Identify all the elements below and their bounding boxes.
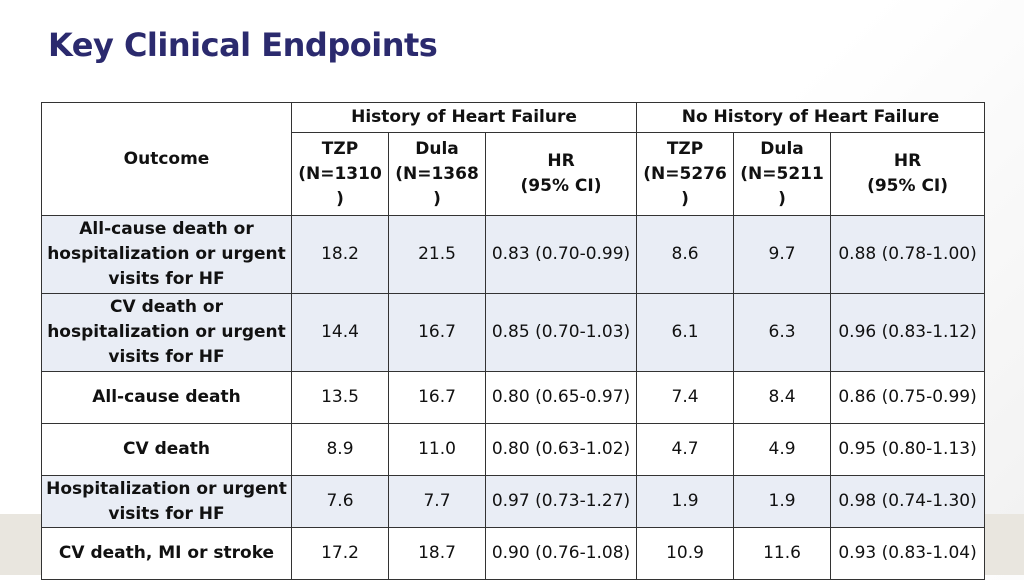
cell-hr-hf: 0.80 (0.65-0.97) xyxy=(484,371,638,424)
cell-tzp-hf: 8.9 xyxy=(291,423,389,476)
subheader-tzp-hf: TZP (N=1310 ) xyxy=(291,132,389,216)
cell-dula-hf: 16.7 xyxy=(388,371,486,424)
row-outcome: CV death xyxy=(41,423,292,476)
endpoints-table: Outcome History of Heart Failure No Hist… xyxy=(41,102,986,580)
table-row: CV death, MI or stroke 17.2 18.7 0.90 (0… xyxy=(41,527,986,580)
cell-hr-no-hf: 0.98 (0.74-1.30) xyxy=(830,475,986,528)
cell-hr-hf: 0.97 (0.73-1.27) xyxy=(484,475,638,528)
cell-dula-hf: 16.7 xyxy=(388,293,486,372)
cell-dula-no-hf: 8.4 xyxy=(733,371,832,424)
outcome-header: Outcome xyxy=(41,102,292,216)
row-outcome: Hospitalization or urgent visits for HF xyxy=(41,475,292,528)
cell-hr-no-hf: 0.95 (0.80-1.13) xyxy=(830,423,986,476)
row-outcome: All-cause death xyxy=(41,371,292,424)
cell-hr-hf: 0.90 (0.76-1.08) xyxy=(484,527,638,580)
cell-tzp-hf: 17.2 xyxy=(291,527,389,580)
cell-hr-no-hf: 0.96 (0.83-1.12) xyxy=(830,293,986,372)
cell-tzp-no-hf: 6.1 xyxy=(636,293,735,372)
table-row: All-cause death 13.5 16.7 0.80 (0.65-0.9… xyxy=(41,371,986,424)
cell-dula-no-hf: 1.9 xyxy=(733,475,832,528)
table-row: CV death 8.9 11.0 0.80 (0.63-1.02) 4.7 4… xyxy=(41,423,986,476)
cell-tzp-hf: 18.2 xyxy=(291,215,389,294)
subheader-hr-no-hf: HR (95% CI) xyxy=(830,132,986,216)
subheader-dula-no-hf: Dula (N=5211 ) xyxy=(733,132,832,216)
cell-hr-no-hf: 0.86 (0.75-0.99) xyxy=(830,371,986,424)
cell-dula-no-hf: 9.7 xyxy=(733,215,832,294)
cell-hr-no-hf: 0.88 (0.78-1.00) xyxy=(830,215,986,294)
cell-dula-hf: 18.7 xyxy=(388,527,486,580)
row-outcome: CV death or hospitalization or urgent vi… xyxy=(41,293,292,372)
table-row: Hospitalization or urgent visits for HF … xyxy=(41,475,986,528)
cell-dula-no-hf: 6.3 xyxy=(733,293,832,372)
group-header-hf: History of Heart Failure xyxy=(290,102,638,133)
table-row: CV death or hospitalization or urgent vi… xyxy=(41,293,986,372)
cell-tzp-no-hf: 1.9 xyxy=(636,475,735,528)
cell-dula-no-hf: 4.9 xyxy=(733,423,832,476)
group-header-no-hf: No History of Heart Failure xyxy=(636,102,986,133)
subheader-hr-hf: HR (95% CI) xyxy=(484,132,638,216)
cell-dula-hf: 11.0 xyxy=(388,423,486,476)
cell-dula-hf: 7.7 xyxy=(388,475,486,528)
cell-tzp-no-hf: 8.6 xyxy=(636,215,735,294)
subheader-dula-hf: Dula (N=1368 ) xyxy=(388,132,486,216)
cell-hr-hf: 0.80 (0.63-1.02) xyxy=(484,423,638,476)
row-outcome: All-cause death or hospitalization or ur… xyxy=(41,215,292,294)
cell-dula-hf: 21.5 xyxy=(388,215,486,294)
cell-tzp-hf: 7.6 xyxy=(291,475,389,528)
cell-hr-hf: 0.85 (0.70-1.03) xyxy=(484,293,638,372)
cell-tzp-no-hf: 7.4 xyxy=(636,371,735,424)
cell-dula-no-hf: 11.6 xyxy=(733,527,832,580)
cell-hr-no-hf: 0.93 (0.83-1.04) xyxy=(830,527,986,580)
table-row: All-cause death or hospitalization or ur… xyxy=(41,215,986,294)
cell-tzp-hf: 14.4 xyxy=(291,293,389,372)
cell-hr-hf: 0.83 (0.70-0.99) xyxy=(484,215,638,294)
cell-tzp-no-hf: 10.9 xyxy=(636,527,735,580)
cell-tzp-hf: 13.5 xyxy=(291,371,389,424)
subheader-tzp-no-hf: TZP (N=5276 ) xyxy=(636,132,735,216)
slide-title: Key Clinical Endpoints xyxy=(48,26,438,64)
cell-tzp-no-hf: 4.7 xyxy=(636,423,735,476)
row-outcome: CV death, MI or stroke xyxy=(41,527,292,580)
